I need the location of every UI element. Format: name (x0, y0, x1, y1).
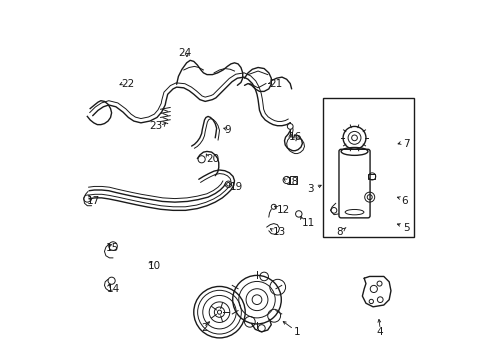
Text: 17: 17 (86, 197, 100, 206)
Text: 23: 23 (149, 121, 162, 131)
Text: 18: 18 (285, 177, 298, 187)
Text: 7: 7 (403, 139, 409, 149)
Text: 8: 8 (335, 227, 342, 237)
Text: 10: 10 (147, 261, 160, 271)
Text: 13: 13 (272, 227, 286, 237)
Text: 19: 19 (229, 182, 242, 192)
Text: 24: 24 (178, 48, 191, 58)
Text: 1: 1 (293, 327, 300, 337)
Text: 5: 5 (403, 223, 409, 233)
Text: 2: 2 (201, 323, 207, 333)
Bar (323, 98, 413, 237)
Text: 22: 22 (121, 78, 134, 89)
Text: 21: 21 (269, 78, 282, 89)
Text: 9: 9 (224, 125, 231, 135)
Text: 11: 11 (301, 218, 314, 228)
Text: 20: 20 (206, 154, 219, 163)
Text: 3: 3 (307, 184, 313, 194)
Text: 4: 4 (376, 327, 383, 337)
Text: 6: 6 (401, 197, 407, 206)
Circle shape (225, 181, 231, 188)
Bar (367, 174, 374, 179)
Circle shape (287, 123, 292, 129)
Bar (289, 176, 296, 184)
Text: 12: 12 (276, 205, 289, 215)
Text: 16: 16 (288, 132, 302, 142)
Text: 14: 14 (107, 284, 120, 294)
Text: 15: 15 (106, 243, 119, 253)
